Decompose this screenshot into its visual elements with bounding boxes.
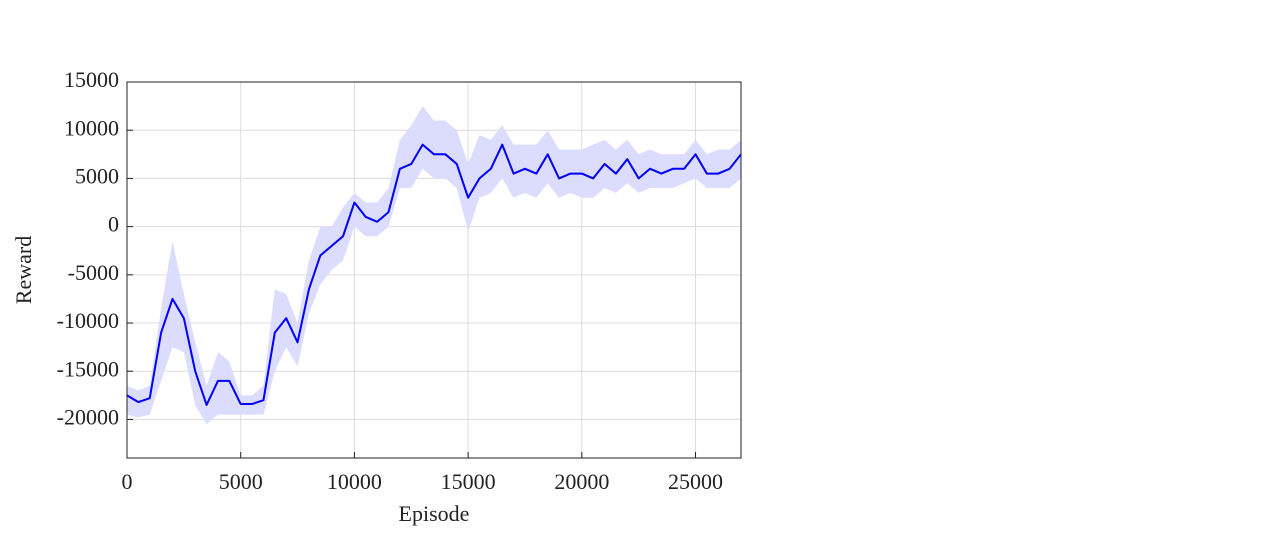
x-tick-label: 20000 [554, 469, 609, 494]
x-tick-label: 5000 [219, 469, 263, 494]
x-tick-label: 0 [122, 469, 133, 494]
y-axis-label: Reward [11, 236, 36, 304]
y-tick-label: -10000 [57, 308, 119, 333]
y-tick-label: -5000 [68, 260, 119, 285]
x-tick-label: 15000 [441, 469, 496, 494]
confidence-band [127, 106, 741, 425]
y-tick-label: 0 [108, 212, 119, 237]
y-tick-label: 10000 [64, 115, 119, 140]
x-axis-label: Episode [399, 501, 470, 526]
reward-line [126, 143, 742, 406]
y-tick-label: -20000 [57, 404, 119, 429]
x-tick-label: 25000 [668, 469, 723, 494]
y-tick-label: 15000 [64, 67, 119, 92]
x-tick-label: 10000 [327, 469, 382, 494]
y-tick-label: 5000 [75, 163, 119, 188]
plot-frame [126, 81, 742, 459]
y-tick-label: -15000 [57, 356, 119, 381]
